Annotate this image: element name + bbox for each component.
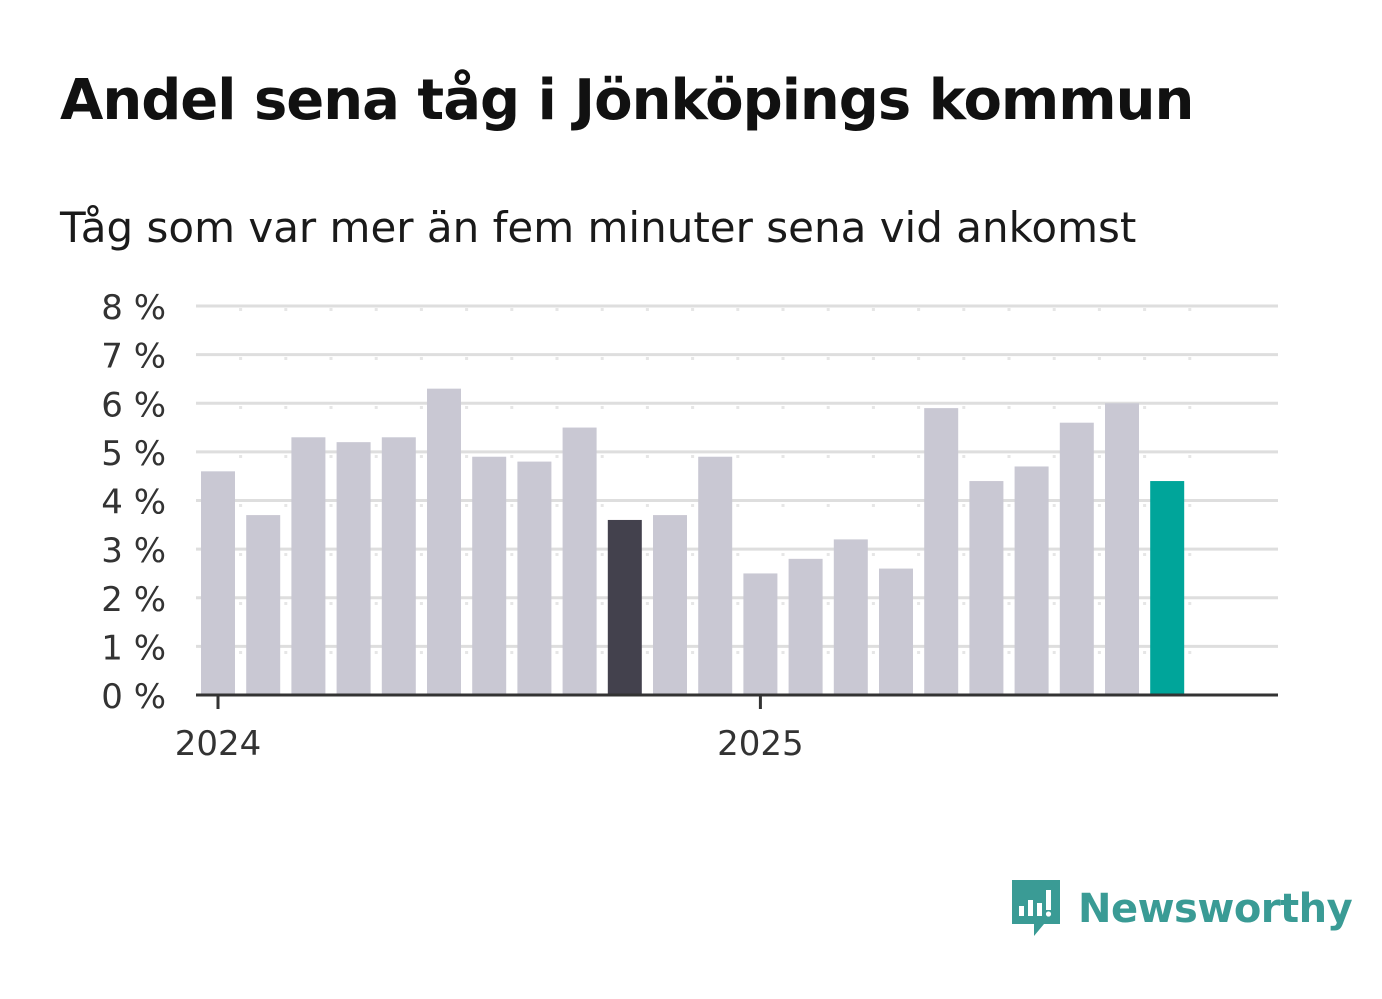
bars bbox=[201, 388, 1185, 695]
bar-2024-12 bbox=[698, 456, 733, 695]
bar-2025-10 bbox=[1150, 481, 1185, 695]
y-tick-label: 7 % bbox=[101, 337, 166, 377]
bar-2024-01 bbox=[201, 471, 235, 695]
bar-2025-05 bbox=[924, 408, 959, 695]
bar-2024-11 bbox=[653, 515, 687, 695]
newsworthy-logo-icon bbox=[1012, 880, 1060, 936]
x-tick-label: 2024 bbox=[175, 724, 262, 764]
bar-2025-02 bbox=[788, 558, 823, 695]
chart-subtitle: Tåg som var mer än fem minuter sena vid … bbox=[60, 203, 1137, 252]
bar-2025-09 bbox=[1105, 403, 1139, 695]
x-tick-label: 2025 bbox=[717, 724, 804, 764]
bar-2024-03 bbox=[291, 437, 326, 695]
chart-title: Andel sena tåg i Jönköpings kommun bbox=[60, 68, 1194, 133]
newsworthy-logo: Newsworthy bbox=[1008, 878, 1353, 940]
bar-2025-04 bbox=[879, 568, 913, 695]
bar-2025-01 bbox=[743, 573, 778, 695]
y-tick-label: 4 % bbox=[101, 483, 166, 523]
brand-name: Newsworthy bbox=[1078, 886, 1353, 932]
y-tick-label: 6 % bbox=[101, 385, 166, 425]
bar-2025-07 bbox=[1014, 466, 1049, 695]
bar-2024-04 bbox=[336, 442, 371, 695]
y-tick-label: 0 % bbox=[101, 677, 166, 717]
bar-2024-08 bbox=[517, 461, 552, 695]
bar-2024-10 bbox=[607, 519, 642, 695]
tick-labels: 0 % 1 % 2 % 3 % 4 % 5 % 6 % 7 % 8 % 2024 2025 bbox=[101, 288, 803, 764]
y-tick-label: 1 % bbox=[101, 628, 166, 668]
bar-2024-07 bbox=[472, 456, 507, 695]
bar-2024-06 bbox=[427, 388, 461, 695]
y-tick-label: 5 % bbox=[101, 434, 166, 474]
grid-lines bbox=[196, 304, 1278, 695]
bar-2025-03 bbox=[833, 539, 868, 695]
y-tick-label: 3 % bbox=[101, 531, 166, 571]
bar-2025-08 bbox=[1059, 422, 1094, 695]
bar-2024-02 bbox=[246, 515, 281, 695]
bar-2024-09 bbox=[562, 427, 597, 695]
bar-2024-05 bbox=[381, 437, 416, 695]
bar-2025-06 bbox=[969, 481, 1004, 695]
y-tick-label: 2 % bbox=[101, 580, 166, 620]
y-tick-label: 8 % bbox=[101, 288, 166, 328]
x-axis bbox=[196, 693, 1278, 709]
